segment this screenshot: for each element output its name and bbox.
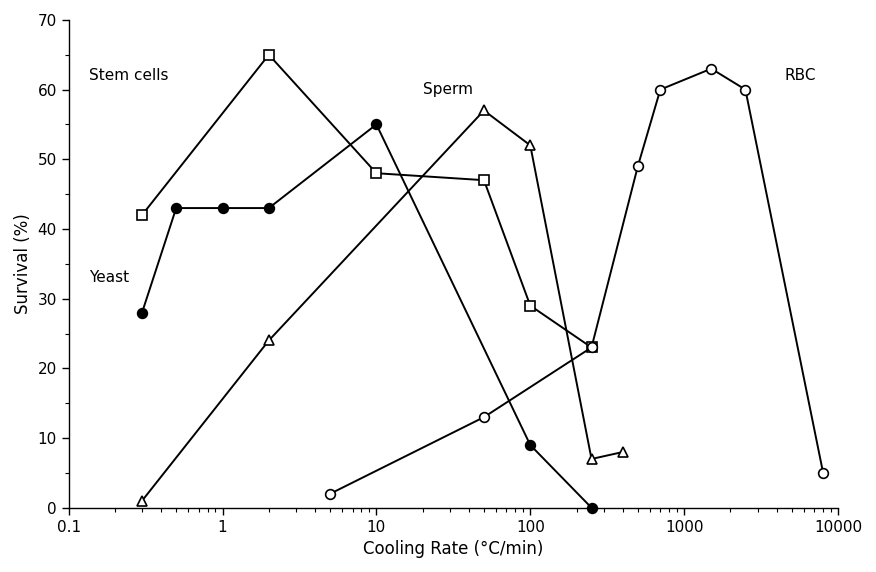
Text: RBC: RBC [785,68,816,83]
Text: Sperm: Sperm [423,82,473,97]
Text: Yeast: Yeast [88,270,129,285]
Y-axis label: Survival (%): Survival (%) [14,213,32,314]
Text: Stem cells: Stem cells [88,68,168,83]
X-axis label: Cooling Rate (°C/min): Cooling Rate (°C/min) [364,540,543,558]
